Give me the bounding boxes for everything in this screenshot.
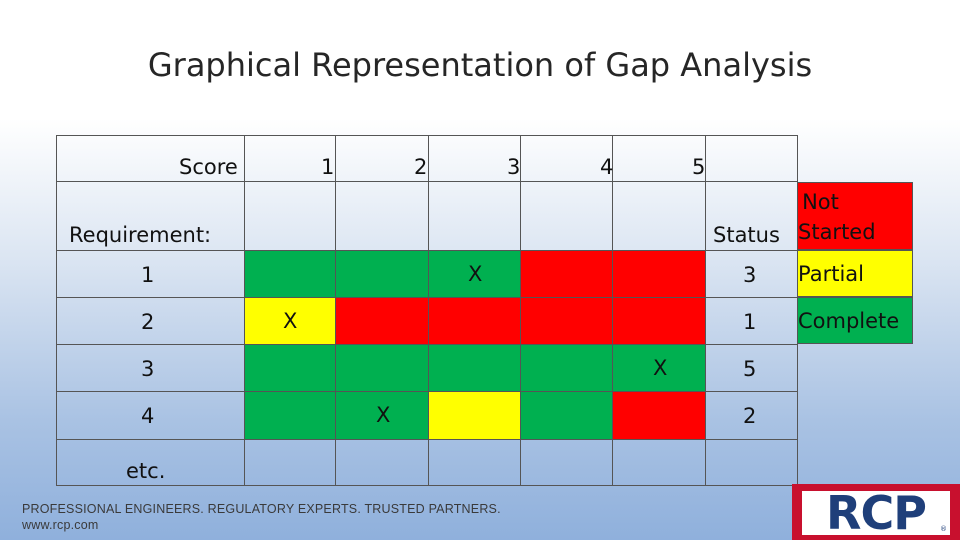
grid-vline	[335, 135, 336, 486]
grid-hline	[56, 181, 798, 182]
footer: PROFESSIONAL ENGINEERS. REGULATORY EXPER…	[22, 501, 501, 533]
score-cell-r2-c3	[428, 297, 520, 344]
score-cell-r1-c2	[335, 250, 428, 297]
score-cell-r4-c2	[335, 391, 428, 439]
score-cell-r2-c5	[612, 297, 705, 344]
legend-complete: Complete	[797, 297, 913, 344]
rcp-logo: RCP ®	[792, 484, 960, 540]
legend-label-line1: Not	[802, 190, 839, 214]
requirement-row-label: 2	[141, 310, 155, 334]
legend-label: Not Started	[798, 187, 876, 247]
legend-partial: Partial	[797, 250, 913, 297]
score-cell-r1-c5	[612, 250, 705, 297]
registered-mark-icon: ®	[940, 525, 947, 533]
grid-hline	[56, 391, 798, 392]
score-cell-r3-c4	[520, 344, 612, 391]
grid-hline	[56, 297, 798, 298]
status-value: 5	[743, 357, 757, 381]
legend-label-line2: Started	[798, 220, 876, 244]
status-label: Status	[713, 223, 780, 247]
score-cell-r4-c5	[612, 391, 705, 439]
footer-url[interactable]: www.rcp.com	[22, 518, 99, 532]
score-cell-r2-c2	[335, 297, 428, 344]
grid-vline	[612, 135, 613, 486]
grid-vline	[705, 135, 706, 486]
grid-vline	[56, 135, 57, 486]
status-value: 2	[743, 404, 757, 428]
grid-vline	[428, 135, 429, 486]
requirement-row-label: 4	[141, 404, 155, 428]
grid-hline	[56, 439, 798, 440]
gap-analysis-table: Score 1 2 3 4 5 Requirement: Status 1 X 3 2 X 1 3 X 5 4 X 2…	[56, 135, 798, 486]
requirement-row-label: 1	[141, 263, 155, 287]
slide-title: Graphical Representation of Gap Analysis	[147, 46, 813, 84]
score-cell-r3-c3	[428, 344, 520, 391]
grid-hline	[56, 344, 798, 345]
gap-mark-x: X	[283, 309, 298, 333]
grid-vline	[520, 135, 521, 486]
score-cell-r1-c4	[520, 250, 612, 297]
legend-not-started: Not Started	[797, 182, 913, 250]
status-value: 3	[743, 263, 757, 287]
score-column-3: 3	[507, 155, 521, 179]
score-cell-r4-c3	[428, 391, 520, 439]
footer-tagline: PROFESSIONAL ENGINEERS. REGULATORY EXPER…	[22, 502, 501, 516]
status-value: 1	[743, 310, 757, 334]
score-cell-r2-c1	[244, 297, 335, 344]
requirement-label: Requirement:	[69, 223, 212, 247]
score-cell-r3-c2	[335, 344, 428, 391]
score-column-2: 2	[414, 155, 428, 179]
score-cell-r4-c1	[244, 391, 335, 439]
score-cell-r1-c1	[244, 250, 335, 297]
grid-hline	[56, 250, 798, 251]
grid-vline	[244, 135, 245, 486]
rcp-logo-text: RCP	[826, 486, 927, 540]
score-label: Score	[179, 155, 238, 179]
grid-hline	[56, 135, 798, 136]
requirement-row-label: 3	[141, 357, 155, 381]
score-cell-r1-c3	[428, 250, 520, 297]
legend-label: Complete	[798, 309, 900, 333]
score-cell-r3-c5	[612, 344, 705, 391]
requirement-row-label: etc.	[126, 459, 166, 483]
score-column-4: 4	[600, 155, 614, 179]
legend-label: Partial	[798, 262, 864, 286]
score-cell-r3-c1	[244, 344, 335, 391]
gap-mark-x: X	[376, 403, 391, 427]
grid-hline	[56, 485, 798, 486]
score-cell-r4-c4	[520, 391, 612, 439]
gap-mark-x: X	[468, 262, 483, 286]
score-column-1: 1	[321, 155, 335, 179]
score-column-5: 5	[692, 155, 706, 179]
score-cell-r2-c4	[520, 297, 612, 344]
gap-mark-x: X	[653, 356, 668, 380]
